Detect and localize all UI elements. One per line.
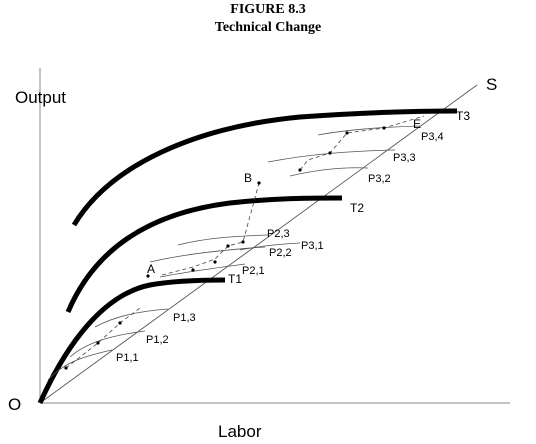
curve-p34 <box>317 125 421 136</box>
curve-p11 <box>47 349 113 381</box>
point-dot <box>118 321 122 325</box>
point-a-label: A <box>147 262 155 276</box>
point-dot <box>382 126 386 130</box>
path-3 <box>299 115 425 171</box>
point-dot <box>241 240 245 244</box>
point-dot <box>345 131 349 135</box>
p34-label: P3,4 <box>421 131 444 143</box>
p33-label: P3,3 <box>393 152 416 164</box>
p23-label: P2,3 <box>267 228 290 240</box>
ray-s <box>39 84 478 404</box>
curve-p21 <box>159 263 246 278</box>
y-axis-label: Output <box>15 88 66 107</box>
t2-label: T2 <box>350 201 364 215</box>
p22-label: P2,2 <box>269 247 292 259</box>
curve-p31 <box>239 242 301 251</box>
point-b-label: B <box>244 171 252 185</box>
figure-number: FIGURE 8.3 <box>230 2 306 17</box>
p12-label: P1,2 <box>146 334 169 346</box>
ray-s-label: S <box>486 75 497 94</box>
curve-p32 <box>289 167 369 177</box>
curve-p12 <box>69 330 146 358</box>
frontier-t3 <box>71 108 458 227</box>
point-dot <box>213 260 217 264</box>
p13-label: P1,3 <box>173 312 196 324</box>
curve-p13 <box>94 308 169 328</box>
p32-label: P3,2 <box>368 173 391 185</box>
curve-p23 <box>177 234 269 246</box>
point-dot <box>328 151 332 155</box>
path-2 <box>161 182 260 276</box>
t3-label: T3 <box>456 109 470 123</box>
frontier-t1 <box>37 277 226 405</box>
p31-label: P3,1 <box>301 240 324 252</box>
p11-label: P1,1 <box>116 352 139 364</box>
point-dot <box>226 244 230 248</box>
point-dot <box>191 268 195 272</box>
frontier-t2 <box>65 195 343 313</box>
t1-label: T1 <box>228 272 242 286</box>
x-axis-label: Labor <box>218 422 262 441</box>
point-b-dot <box>257 181 261 185</box>
point-dot <box>96 341 100 345</box>
figure-title: Technical Change <box>214 20 322 35</box>
p21-label: P2,1 <box>242 265 265 277</box>
point-dot <box>298 168 302 172</box>
point-a-dot <box>146 274 150 278</box>
point-dot <box>64 366 68 370</box>
curve-p22 <box>149 246 266 263</box>
origin-label: O <box>8 395 21 414</box>
point-e-label: E <box>413 117 421 131</box>
